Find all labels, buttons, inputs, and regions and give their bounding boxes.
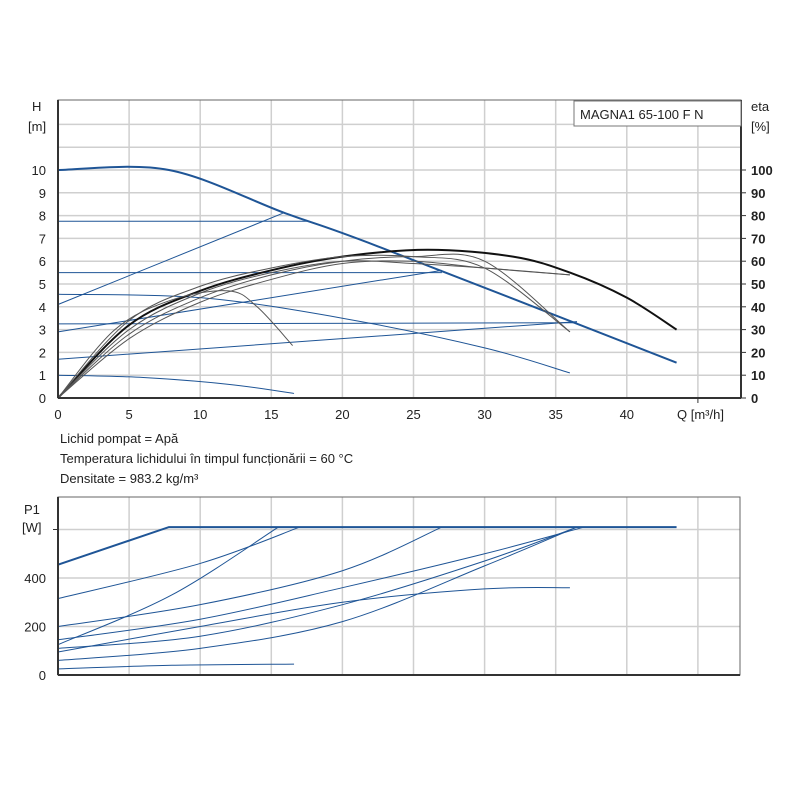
- power-curve: [57, 526, 443, 627]
- head-chart-grid: [57, 100, 741, 399]
- y-tick-label-left: 2: [39, 345, 46, 360]
- head-curve: [57, 293, 571, 374]
- head-curve: [57, 374, 295, 394]
- head-curve: [57, 321, 578, 360]
- y-tick-label-right: 80: [751, 209, 765, 224]
- efficiency-curve: [57, 248, 678, 399]
- power-curve: [57, 526, 585, 641]
- y-axis-unit-right: [%]: [751, 119, 770, 134]
- legend-title: MAGNA1 65-100 F N: [580, 107, 704, 122]
- head-curve: [57, 322, 578, 325]
- plot-frame: [57, 99, 742, 399]
- info-liquid: Lichid pompat = Apă: [60, 431, 179, 446]
- power-curve: [57, 526, 300, 600]
- head-chart-series: [57, 165, 678, 399]
- y-tick-label-left: 6: [39, 254, 46, 269]
- legend-box: [573, 100, 742, 127]
- x-axis-label: Q [m³/h]: [677, 407, 724, 422]
- y-tick-label-left: 4: [39, 300, 46, 315]
- head-curve: [57, 165, 677, 364]
- x-tick-label: 30: [477, 407, 491, 422]
- info-density: Densitate = 983.2 kg/m³: [60, 471, 199, 486]
- head-chart-axes: 0 5 10 15 20 25 30 35 40012345678910010203040506…: [32, 99, 773, 422]
- x-tick-label: 35: [548, 407, 562, 422]
- efficiency-curve: [57, 290, 293, 399]
- y-tick-label-right: 50: [751, 277, 765, 292]
- y-tick-label-right: 20: [751, 345, 765, 360]
- y-tick-label-right: 100: [751, 163, 773, 178]
- efficiency-curve: [57, 260, 570, 399]
- y-tick-label-right: 10: [751, 368, 765, 383]
- y-tick-label: 0: [39, 668, 46, 683]
- head-curve: [57, 212, 283, 305]
- y-tick-label-left: 3: [39, 323, 46, 338]
- y-tick-label-left: 1: [39, 368, 46, 383]
- power-curve: [57, 663, 295, 670]
- y-tick-label-right: 60: [751, 254, 765, 269]
- y-tick-label-left: 0: [39, 391, 46, 406]
- y-axis-label-left: H: [32, 99, 41, 114]
- y-tick-label-right: 70: [751, 231, 765, 246]
- y-tick-label: 200: [24, 620, 46, 635]
- x-tick-label: 25: [406, 407, 420, 422]
- y-tick-label-right: 90: [751, 186, 765, 201]
- p1-axis-label: P1: [24, 502, 40, 517]
- y-tick-label: 400: [24, 571, 46, 586]
- x-tick-label: 0: [54, 407, 61, 422]
- x-tick-label: 20: [335, 407, 349, 422]
- y-tick-label-right: 30: [751, 323, 765, 338]
- y-tick-label-left: 7: [39, 231, 46, 246]
- power-curve: [57, 526, 279, 646]
- power-curve: [57, 526, 578, 649]
- p1-axis-unit: [W]: [22, 520, 42, 535]
- y-axis-label-right: eta: [751, 99, 770, 114]
- power-curve: [57, 586, 570, 653]
- power-chart-axes: 0 200 400: [24, 496, 741, 683]
- x-tick-label: 15: [264, 407, 278, 422]
- power-chart-grid: [57, 497, 740, 675]
- y-tick-label-left: 5: [39, 277, 46, 292]
- plot-frame: [57, 496, 741, 676]
- x-tick-label: 10: [193, 407, 207, 422]
- y-tick-label-left: 8: [39, 209, 46, 224]
- info-temperature: Temperatura lichidului în timpul funcțio…: [60, 451, 353, 466]
- power-curve: [57, 526, 578, 661]
- efficiency-curve: [57, 253, 571, 399]
- power-curve: [57, 526, 677, 566]
- y-tick-label-right: 40: [751, 300, 765, 315]
- y-axis-unit-left: [m]: [28, 119, 46, 134]
- y-tick-label-left: 9: [39, 186, 46, 201]
- x-tick-label: 5: [125, 407, 132, 422]
- y-tick-label-left: 10: [32, 163, 46, 178]
- power-chart-series: [57, 526, 677, 670]
- x-tick-label: 40: [620, 407, 634, 422]
- y-tick-label-right: 0: [751, 391, 758, 406]
